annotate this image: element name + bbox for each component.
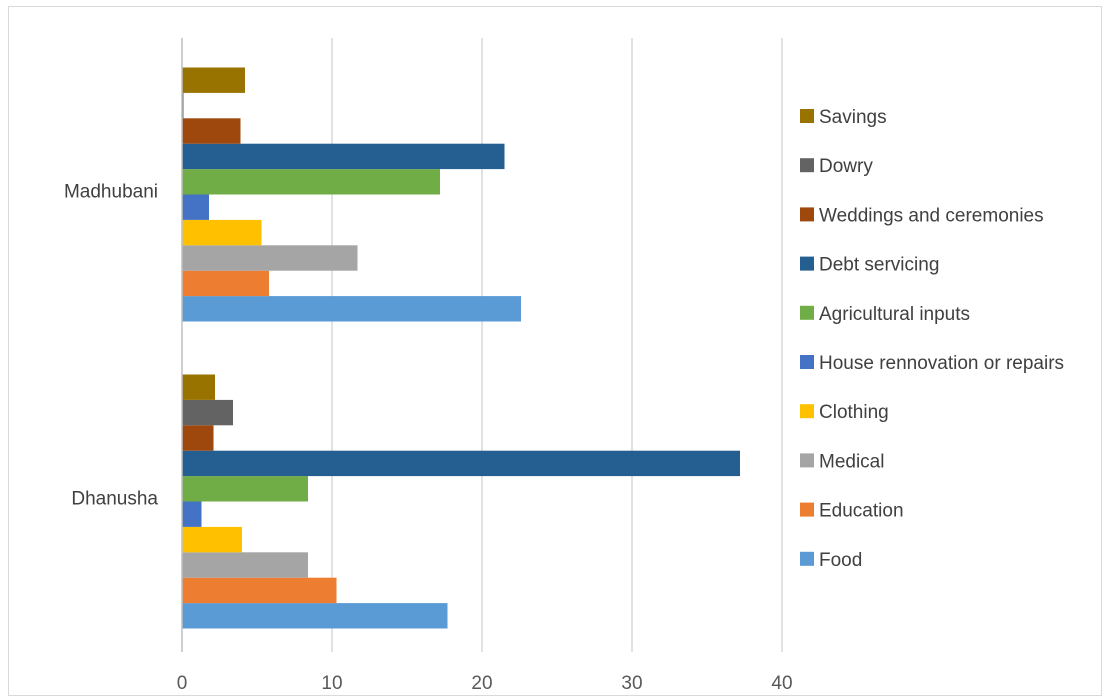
category-label-dhanusha: Dhanusha xyxy=(71,489,158,510)
bar-dhanusha-weddings-and-ceremonies xyxy=(182,425,214,451)
legend-swatch-education xyxy=(800,502,814,517)
bar-dhanusha-clothing xyxy=(182,526,242,553)
x-tick-label-10: 10 xyxy=(321,673,342,694)
bar-dhanusha-house-rennovation-or-repairs xyxy=(182,501,202,527)
x-tick-label-40: 40 xyxy=(771,673,792,694)
legend-swatch-food xyxy=(800,551,814,566)
legend-swatch-weddings-and-ceremonies xyxy=(800,207,814,222)
legend-label-house-rennovation-or-repairs: House rennovation or repairs xyxy=(819,353,1064,374)
legend-label-debt-servicing: Debt servicing xyxy=(819,255,939,276)
bar-madhubani-savings xyxy=(182,67,245,93)
category-label-madhubani: Madhubani xyxy=(64,182,158,203)
legend-swatch-dowry xyxy=(800,158,814,173)
legend-swatch-agricultural-inputs xyxy=(800,305,814,320)
bar-madhubani-food xyxy=(182,296,521,322)
bar-madhubani-house-rennovation-or-repairs xyxy=(182,194,209,220)
legend-swatch-clothing xyxy=(800,404,814,419)
legend: Savings Dowry Weddings and ceremonies Debt … xyxy=(800,107,1064,571)
gridlines xyxy=(331,38,783,652)
legend-label-clothing: Clothing xyxy=(819,402,889,423)
bar-dhanusha-agricultural-inputs xyxy=(182,476,308,502)
legend-label-food: Food xyxy=(819,550,862,571)
bar-dhanusha-debt-servicing xyxy=(182,450,740,477)
bar-dhanusha-dowry xyxy=(182,399,233,426)
legend-label-savings: Savings xyxy=(819,107,887,128)
bar-madhubani-clothing xyxy=(182,219,262,246)
legend-label-medical: Medical xyxy=(819,451,884,472)
legend-label-weddings-and-ceremonies: Weddings and ceremonies xyxy=(819,205,1044,226)
legend-swatch-house-rennovation-or-repairs xyxy=(800,355,814,369)
bars xyxy=(182,67,740,629)
x-tick-label-30: 30 xyxy=(621,673,642,694)
x-tick-label-20: 20 xyxy=(471,673,492,694)
bar-dhanusha-food xyxy=(182,603,448,629)
legend-label-education: Education xyxy=(819,501,904,522)
legend-swatch-debt-servicing xyxy=(800,256,814,271)
bar-madhubani-debt-servicing xyxy=(182,143,505,170)
legend-swatch-savings xyxy=(800,109,814,123)
bar-madhubani-weddings-and-ceremonies xyxy=(182,118,241,144)
bar-dhanusha-savings xyxy=(182,374,215,400)
legend-swatch-medical xyxy=(800,453,814,468)
x-tick-label-0: 0 xyxy=(177,673,188,694)
legend-label-dowry: Dowry xyxy=(819,156,873,177)
bar-madhubani-education xyxy=(182,270,269,297)
bar-dhanusha-medical xyxy=(182,552,308,578)
axes: 0 10 20 30 40 Dhanusha Madhubani xyxy=(64,38,793,694)
bar-madhubani-medical xyxy=(182,245,358,271)
bar-madhubani-agricultural-inputs xyxy=(182,169,440,195)
legend-label-agricultural-inputs: Agricultural inputs xyxy=(819,304,970,325)
bar-dhanusha-education xyxy=(182,577,337,604)
